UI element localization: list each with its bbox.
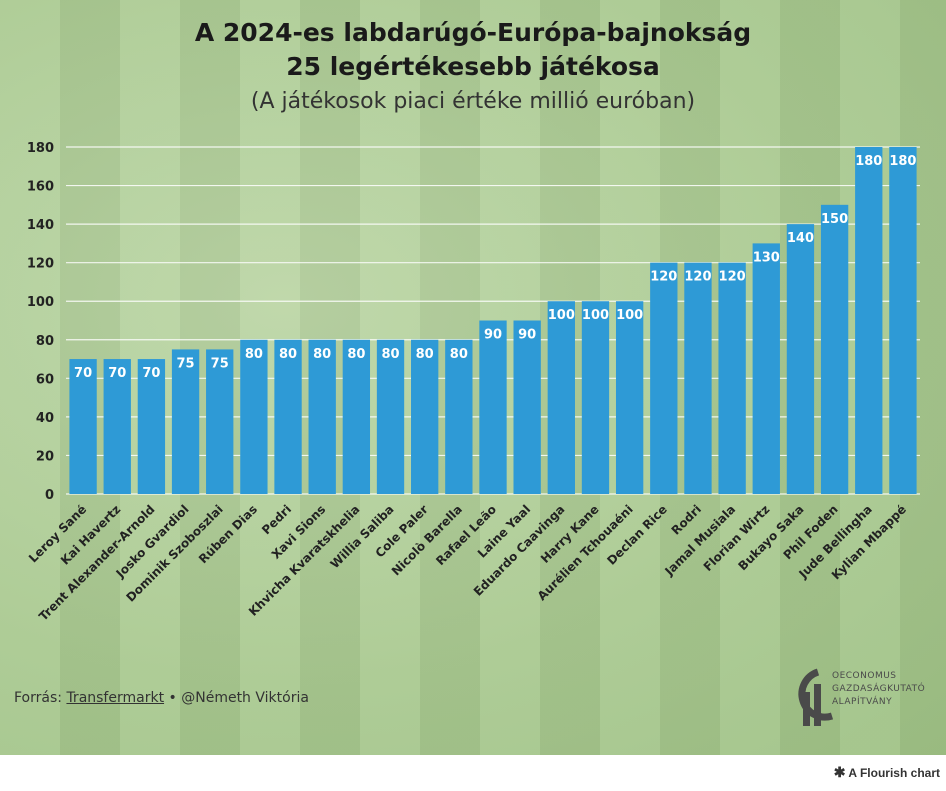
y-tick-label: 60	[36, 372, 54, 387]
data-label: 70	[108, 366, 126, 381]
flourish-star-icon: ✱	[833, 764, 846, 780]
bar	[513, 320, 541, 494]
bar	[411, 339, 439, 494]
bar	[820, 204, 849, 495]
flourish-credit[interactable]: ✱ A Flourish chart	[834, 764, 940, 781]
chart-background: A 2024-es labdarúgó-Európa-bajnokság 25 …	[0, 0, 946, 755]
footer-separator: •	[164, 690, 182, 706]
data-label: 75	[211, 356, 229, 371]
bar	[479, 320, 507, 494]
bar	[171, 349, 200, 494]
y-tick-label: 100	[27, 295, 54, 310]
data-label: 80	[381, 347, 399, 362]
data-label: 100	[616, 308, 643, 323]
data-label: 180	[889, 154, 916, 169]
data-label: 180	[855, 154, 882, 169]
author-credit: @Németh Viktória	[181, 690, 309, 706]
bar	[69, 359, 97, 494]
y-tick-label: 120	[27, 257, 54, 272]
chart-title-line1: A 2024-es labdarúgó-Európa-bajnokság	[194, 18, 752, 47]
y-tick-label: 20	[36, 449, 54, 464]
y-tick-label: 180	[27, 141, 54, 156]
source-link[interactable]: Transfermarkt	[66, 690, 165, 706]
data-label: 120	[650, 270, 677, 285]
data-label: 100	[582, 308, 609, 323]
bar	[615, 301, 644, 494]
data-label: 120	[684, 270, 711, 285]
logo-text: OECONOMUS GAZDASÁGKUTATÓ ALAPÍTVÁNY	[832, 670, 942, 709]
data-label: 80	[450, 347, 468, 362]
data-label: 130	[753, 250, 780, 265]
flourish-credit-text: A Flourish chart	[848, 766, 940, 780]
x-tick-label: Declan Rice	[604, 502, 670, 568]
chart-title-line2: 25 legértékesebb játékosa	[286, 52, 660, 81]
bar	[684, 262, 712, 494]
y-tick-label: 140	[27, 218, 54, 233]
bar	[718, 262, 746, 494]
source-footer: Forrás: Transfermarkt • @Németh Viktória	[14, 690, 309, 706]
bar	[103, 359, 131, 494]
bar	[581, 301, 610, 494]
data-label: 70	[74, 366, 92, 381]
y-tick-label: 80	[36, 334, 54, 349]
data-label: 140	[787, 231, 814, 246]
bar	[889, 147, 917, 494]
y-tick-label: 160	[27, 180, 54, 195]
logo-text-line2: GAZDASÁGKUTATÓ	[832, 684, 926, 694]
data-label: 150	[821, 212, 848, 227]
y-tick-label: 40	[36, 411, 54, 426]
data-label: 75	[177, 356, 195, 371]
data-label: 80	[416, 347, 434, 362]
oeconomus-logo-icon	[798, 668, 834, 726]
bar	[342, 339, 371, 494]
bar	[240, 339, 268, 494]
data-label: 80	[313, 347, 331, 362]
data-label: 80	[347, 347, 365, 362]
data-label: 90	[484, 328, 502, 343]
bar	[752, 243, 780, 494]
data-label: 90	[518, 328, 536, 343]
bar	[274, 339, 302, 494]
data-label: 80	[279, 347, 297, 362]
bar	[855, 147, 883, 494]
x-tick-label: Leroy Sané	[26, 502, 89, 565]
bar	[650, 262, 678, 494]
bar	[445, 339, 473, 494]
bar	[137, 359, 166, 494]
y-tick-label: 0	[45, 488, 54, 503]
logo-text-line1: OECONOMUS	[832, 671, 897, 681]
bar	[376, 339, 405, 494]
chart-subtitle: (A játékosok piaci értéke millió euróban…	[250, 89, 696, 114]
bar	[206, 349, 234, 494]
bar	[786, 224, 815, 494]
bar	[547, 301, 575, 494]
data-label: 70	[142, 366, 160, 381]
data-label: 100	[548, 308, 575, 323]
source-prefix: Forrás:	[14, 690, 67, 706]
data-label: 120	[719, 270, 746, 285]
logo-text-line3: ALAPÍTVÁNY	[832, 697, 893, 707]
bar	[308, 339, 336, 494]
data-label: 80	[245, 347, 263, 362]
